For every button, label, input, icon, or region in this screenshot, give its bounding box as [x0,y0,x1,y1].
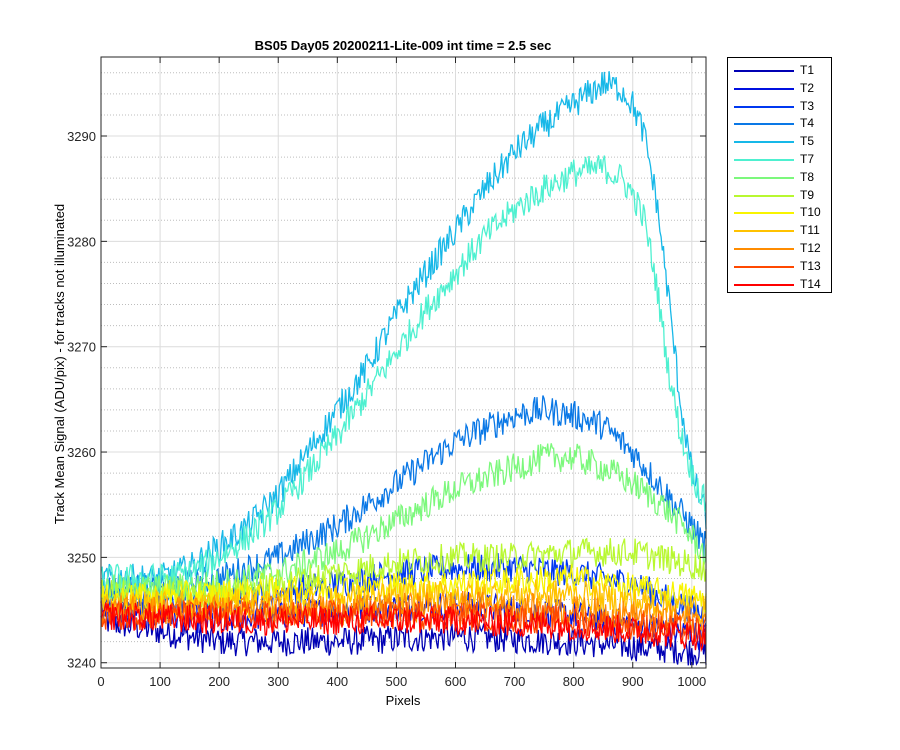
legend-label: T14 [800,276,821,291]
legend-swatch [734,212,794,215]
axes: 0 100 200 300 400 500 600 700 800 900 1000 3240 3250… [67,56,707,689]
legend-label: T1 [800,63,815,77]
y-tick-label: 3270 [67,340,96,355]
x-tick-label: 500 [386,674,408,689]
legend-item-t2: T2 [728,80,831,98]
series-line-t14 [100,602,707,653]
legend-swatch [734,230,794,233]
legend-item-t7: T7 [728,151,831,169]
x-tick-label: 200 [208,674,230,689]
series-line-t8 [100,443,707,603]
legend-swatch [734,87,794,90]
legend-swatch [734,194,794,197]
legend-swatch [734,176,794,179]
x-tick-label: 1000 [677,674,706,689]
legend-label: T12 [800,241,821,255]
legend-label: T8 [800,169,815,184]
x-tick-label: 900 [622,674,644,689]
legend-item-t4: T4 [728,115,831,133]
legend-label: T9 [800,187,815,202]
legend-swatch [734,105,794,108]
legend-swatch [734,283,794,286]
y-tick-label: 3240 [67,656,96,671]
axes-frame [100,56,707,669]
series-line-t7 [100,155,707,593]
legend-item-t10: T10 [728,204,831,222]
series-line-t11 [100,579,707,626]
legend-swatch [734,141,794,144]
legend-swatch [734,248,794,250]
legend-item-t13: T13 [728,258,831,276]
y-tick-label: 3260 [67,445,96,460]
chart-title: BS05 Day05 20200211-Lite-009 int time = … [255,38,552,53]
legend: T1 T2 T3 T4 T5 T7 T8 T9 T10 T11 T12 T13 T14 [727,57,832,293]
x-tick-label: 800 [563,674,585,689]
legend-label: T2 [800,80,815,95]
x-tick-label: 700 [504,674,526,689]
legend-item-t9: T9 [728,187,831,205]
legend-item-t8: T8 [728,169,831,187]
legend-item-t11: T11 [728,222,831,240]
x-tick-label: 600 [445,674,467,689]
x-tick-label: 0 [97,674,104,689]
legend-item-t1: T1 [728,62,831,80]
y-axis-label: Track Mean Signal (ADU/pix) - for tracks… [52,204,67,524]
series-line-t1 [100,606,707,666]
legend-label: T7 [800,152,815,166]
x-tick-label: 300 [267,674,289,689]
x-axis-label: Pixels [386,693,421,708]
legend-item-t14: T14 [728,276,831,294]
series-line-t5 [100,71,707,595]
legend-item-t12: T12 [728,240,831,258]
legend-item-t3: T3 [728,98,831,116]
legend-swatch [734,123,794,126]
plot-series [100,71,707,666]
legend-label: T5 [800,134,815,149]
legend-label: T3 [800,98,815,113]
y-tick-label: 3290 [67,129,96,144]
y-tick-label: 3280 [67,234,96,249]
legend-label: T4 [800,116,815,131]
legend-label: T13 [800,258,821,273]
legend-swatch [734,70,794,72]
y-tick-label: 3250 [67,550,96,565]
x-tick-label: 400 [326,674,348,689]
legend-swatch [734,265,794,268]
legend-swatch [734,159,794,161]
x-tick-label: 100 [149,674,171,689]
legend-label: T10 [800,205,821,220]
legend-label: T11 [800,223,820,238]
series-line-t10 [100,564,707,613]
legend-item-t5: T5 [728,133,831,151]
